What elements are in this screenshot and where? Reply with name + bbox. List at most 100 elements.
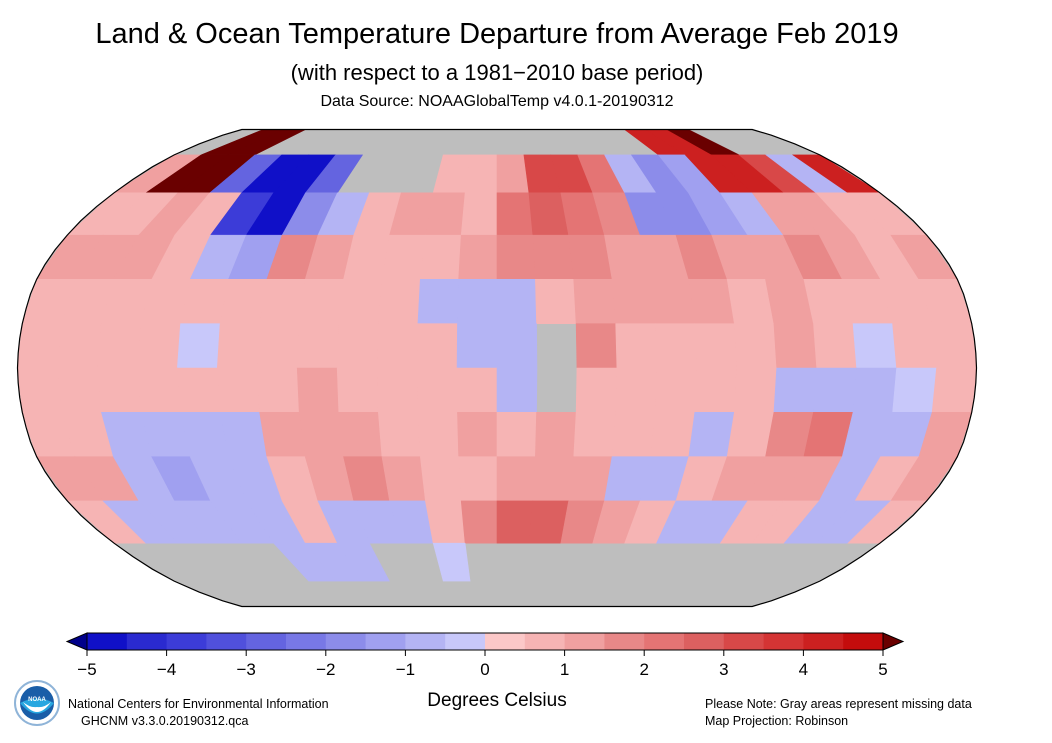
anomaly-cell — [654, 323, 698, 369]
anomaly-cell — [219, 412, 268, 458]
anomaly-cell — [694, 323, 738, 369]
anomaly-cell — [650, 412, 696, 458]
colorbar-frame — [86, 632, 884, 651]
anomaly-cell — [137, 367, 181, 413]
chart-title: Land & Ocean Temperature Departure from … — [95, 18, 899, 50]
chart-subtitle: (with respect to a 1981−2010 base period… — [290, 60, 704, 85]
anomaly-cell — [256, 367, 300, 413]
missing-data-note: Please Note: Gray areas represent missin… — [705, 697, 972, 711]
anomaly-cell — [417, 412, 459, 458]
anomaly-cell — [694, 367, 738, 413]
anomaly-cell — [575, 367, 618, 413]
anomaly-cell — [17, 323, 63, 369]
colorbar-segment — [246, 633, 287, 650]
anomaly-cell — [611, 278, 656, 324]
colorbar-segment — [365, 633, 406, 650]
noaa-logo: NOAA — [14, 680, 60, 726]
colorbar-segment — [286, 633, 327, 650]
anomaly-cell — [496, 367, 538, 413]
anomaly-cell — [419, 234, 462, 280]
anomaly-cell — [377, 412, 421, 458]
anomaly-cell — [256, 323, 300, 369]
colorbar-tick-label: −3 — [237, 660, 256, 679]
anomaly-cell — [532, 456, 575, 502]
anomaly-cell — [57, 367, 102, 413]
colorbar-segment — [166, 633, 207, 650]
anomaly-cell — [688, 412, 735, 458]
colorbar-segment — [87, 633, 128, 650]
anomaly-cell — [496, 323, 538, 369]
anomaly-cell — [931, 367, 977, 413]
anomaly-cell — [457, 278, 498, 324]
anomaly-cell — [376, 323, 419, 369]
anomaly-cell — [298, 412, 344, 458]
colorbar-segment — [723, 633, 765, 650]
anomaly-cell — [532, 234, 575, 280]
anomaly-cell — [336, 542, 390, 582]
anomaly-cell — [419, 456, 462, 502]
anomaly-cell — [650, 278, 696, 324]
anomaly-cell — [416, 367, 458, 413]
anomaly-cell — [177, 323, 221, 369]
anomaly-cell — [464, 154, 498, 194]
anomaly-cell — [573, 412, 617, 458]
anomaly-cell — [336, 367, 379, 413]
colorbar-segment — [524, 633, 566, 650]
anomaly-cell — [456, 367, 498, 413]
anomaly-cell — [734, 323, 778, 369]
colorbar-segment — [644, 633, 685, 650]
anomaly-cell — [457, 412, 498, 458]
colorbar-under-arrow — [65, 632, 88, 651]
anomaly-cell — [496, 192, 534, 236]
anomaly-cell — [496, 278, 537, 324]
anomaly-cell — [97, 367, 142, 413]
colorbar-tick-label: 2 — [639, 660, 648, 679]
anomaly-cell — [615, 367, 658, 413]
anomaly-cell — [615, 323, 658, 369]
colorbar-segment — [763, 633, 804, 650]
anomaly-cell — [381, 234, 426, 280]
colorbar-label: Degrees Celsius — [427, 690, 567, 711]
anomaly-cell — [259, 412, 306, 458]
anomaly-cell — [773, 323, 817, 369]
anomaly-cell — [496, 234, 536, 280]
anomaly-cell — [259, 278, 306, 324]
colorbar-segment — [843, 633, 884, 650]
anomaly-cell — [216, 367, 260, 413]
anomaly-cell — [456, 323, 498, 369]
anomaly-cell — [458, 456, 498, 502]
anomaly-cell — [496, 154, 530, 194]
projection-note: Map Projection: Robinson — [705, 714, 849, 728]
anomaly-cell — [575, 323, 618, 369]
anomaly-cell — [381, 456, 426, 502]
anomaly-cell — [137, 323, 181, 369]
robinson-map — [16, 128, 978, 608]
anomaly-cell — [97, 323, 142, 369]
anomaly-cell — [458, 234, 498, 280]
anomaly-cell — [496, 500, 534, 544]
svg-text:NOAA: NOAA — [28, 697, 46, 703]
anomaly-cell — [852, 323, 897, 369]
colorbar-segment — [604, 633, 645, 650]
anomaly-cell — [892, 367, 937, 413]
anomaly-cell — [432, 542, 471, 582]
colorbar-segment — [405, 633, 446, 650]
colorbar-tick-label: −4 — [157, 660, 176, 679]
anomaly-cell — [460, 500, 498, 544]
dataset-version: GHCNM v3.3.0.20190312.qca — [81, 714, 249, 728]
anomaly-cell — [460, 192, 498, 236]
anomaly-cell — [611, 412, 656, 458]
colorbar-segment — [803, 633, 844, 650]
anomaly-cell — [535, 412, 577, 458]
colorbar-tick-label: −2 — [316, 660, 335, 679]
anomaly-cell — [298, 278, 344, 324]
colorbar-segment — [684, 633, 725, 650]
anomaly-cell — [57, 323, 102, 369]
anomaly-cell — [336, 323, 379, 369]
data-source: Data Source: NOAAGlobalTemp v4.0.1-20190… — [320, 93, 674, 110]
map-border — [16, 128, 978, 608]
colorbar-tick-label: 3 — [719, 660, 728, 679]
anomaly-cell — [376, 367, 419, 413]
anomaly-cell — [813, 367, 857, 413]
